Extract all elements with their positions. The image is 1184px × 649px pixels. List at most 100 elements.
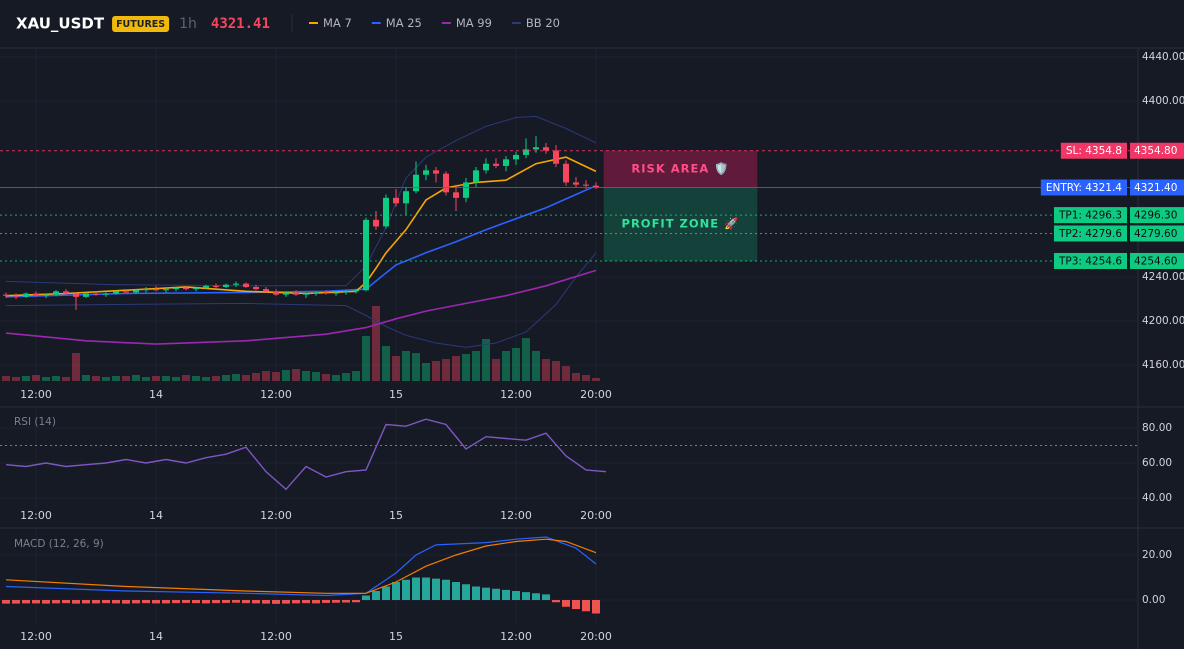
y-tick-label: 40.00 (1142, 492, 1172, 504)
histogram-bar (242, 600, 250, 604)
candle-body (63, 291, 69, 294)
candle-body (23, 293, 29, 297)
x-tick-label: 20:00 (580, 388, 612, 401)
candle-body (523, 149, 529, 155)
candle-body (333, 292, 339, 294)
histogram-bar (532, 593, 540, 601)
histogram-bar (372, 591, 380, 601)
volume-bar (92, 376, 100, 381)
y-tick-label: 4160.00 (1142, 359, 1184, 371)
price-tag-bg (1130, 252, 1184, 269)
legend-label: MA 7 (323, 16, 352, 30)
candle-body (343, 291, 349, 293)
volume-bar (192, 376, 200, 381)
histogram-bar (392, 582, 400, 601)
price-tag-bg (1130, 207, 1184, 224)
y-tick-label: 4400.00 (1142, 95, 1184, 107)
histogram-bar (182, 600, 190, 603)
x-tick-label: 12:00 (260, 630, 292, 643)
candle-body (363, 219, 369, 291)
volume-bar (272, 372, 280, 381)
candle-body (153, 289, 159, 291)
volume-bar (342, 373, 350, 381)
candle-body (323, 292, 329, 294)
rsi-line (5, 418, 607, 491)
badge-bg (112, 16, 170, 32)
candle-body (83, 293, 89, 297)
histogram-bar (432, 578, 440, 601)
candle-body (33, 293, 39, 296)
candle-body (583, 184, 589, 186)
x-tick-label: 12:00 (20, 388, 52, 401)
candle-body (123, 291, 129, 293)
candle-body (243, 283, 249, 287)
volume-bar (142, 377, 150, 381)
legend-label: BB 20 (526, 16, 560, 30)
legend-label: MA 25 (386, 16, 422, 30)
volume-bar (362, 336, 370, 381)
candle-body (563, 163, 569, 183)
volume-bar (52, 376, 60, 381)
histogram-bar (542, 594, 550, 601)
y-tick-label: 4200.00 (1142, 315, 1184, 327)
volume-bar (42, 377, 50, 381)
histogram-bar (492, 588, 500, 601)
volume-bar (572, 373, 580, 381)
histogram-bar (192, 600, 200, 604)
x-tick-label: 12:00 (20, 509, 52, 522)
candle-body (73, 293, 79, 297)
histogram-bar (462, 584, 470, 601)
candle-body (313, 292, 319, 294)
histogram-bar (582, 600, 590, 612)
x-tick-label: 12:00 (500, 630, 532, 643)
histogram-bar (502, 589, 510, 601)
volume-bar (492, 359, 500, 381)
x-tick-label: 15 (389, 509, 403, 522)
volume-bar (412, 353, 420, 381)
candle-body (43, 294, 49, 296)
candle-body (13, 295, 19, 297)
candle-body (253, 286, 259, 290)
histogram-bar (232, 600, 240, 603)
histogram-bar (132, 600, 140, 604)
legend-label: MA 99 (456, 16, 492, 30)
y-tick-label: 0.00 (1142, 594, 1165, 606)
volume-bar (222, 375, 230, 381)
candle-body (413, 174, 419, 192)
histogram-bar (202, 600, 210, 604)
x-tick-label: 20:00 (580, 509, 612, 522)
interval: 1h (179, 16, 197, 32)
price-tag: 4354.80 (1134, 145, 1177, 157)
histogram-bar (92, 600, 100, 604)
volume-bar (82, 375, 90, 381)
histogram-bar (102, 600, 110, 604)
candle-body (433, 170, 439, 174)
x-tick-label: 15 (389, 388, 403, 401)
histogram-bar (1, 600, 10, 604)
volume-bar (512, 348, 520, 381)
y-tick-label: 4240.00 (1142, 271, 1184, 283)
price-tag: 4254.60 (1134, 255, 1177, 267)
x-tick-label: 14 (149, 630, 163, 643)
histogram-bar (312, 600, 320, 604)
volume-bar (422, 363, 430, 381)
volume-bar (402, 351, 410, 381)
volume-bar (152, 376, 160, 381)
histogram-bar (12, 600, 20, 604)
candle-body (493, 163, 499, 166)
histogram-bar (152, 600, 160, 604)
indicator-line (5, 252, 597, 348)
histogram-bar (342, 600, 350, 603)
candle-body (283, 292, 289, 295)
volume-bar (502, 351, 510, 381)
volume-bar (482, 339, 490, 381)
volume-bar (542, 359, 550, 381)
candle-body (53, 291, 59, 295)
indicator-line (5, 184, 597, 298)
candle-body (173, 288, 179, 290)
histogram-bar (52, 600, 60, 604)
volume-bar (162, 376, 170, 381)
candle-body (133, 290, 139, 293)
